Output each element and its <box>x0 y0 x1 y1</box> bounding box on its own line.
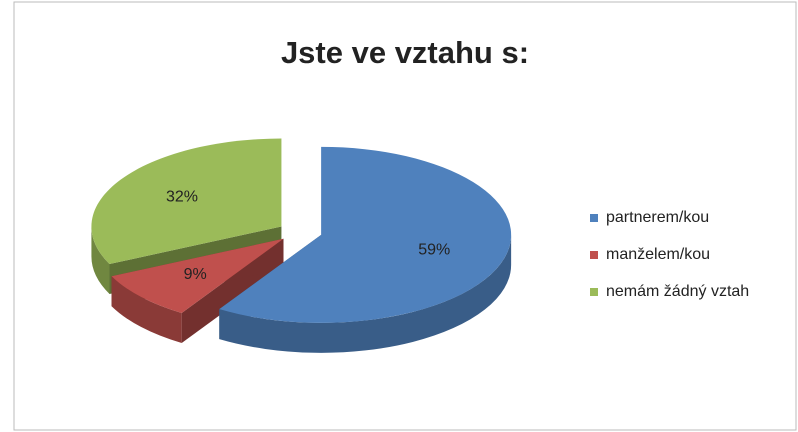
data-label: 59% <box>418 241 450 258</box>
slice-side <box>219 234 512 353</box>
legend-swatch <box>590 288 598 296</box>
data-label: 9% <box>184 266 207 283</box>
slice-side <box>91 226 110 295</box>
legend-label: partnerem/kou <box>606 209 709 226</box>
slice-top <box>219 146 512 323</box>
pie-slice <box>219 146 512 353</box>
slice-side <box>111 276 182 344</box>
legend-swatch <box>590 251 598 259</box>
data-label: 32% <box>166 189 198 206</box>
slice-top <box>111 238 284 314</box>
pie-slice <box>111 238 284 344</box>
legend-swatch <box>590 214 598 222</box>
legend-label: nemám žádný vztah <box>606 283 749 300</box>
chart-title: Jste ve vztahu s: <box>281 35 529 70</box>
legend-label: manželem/kou <box>606 246 710 263</box>
slice-top <box>91 138 282 265</box>
